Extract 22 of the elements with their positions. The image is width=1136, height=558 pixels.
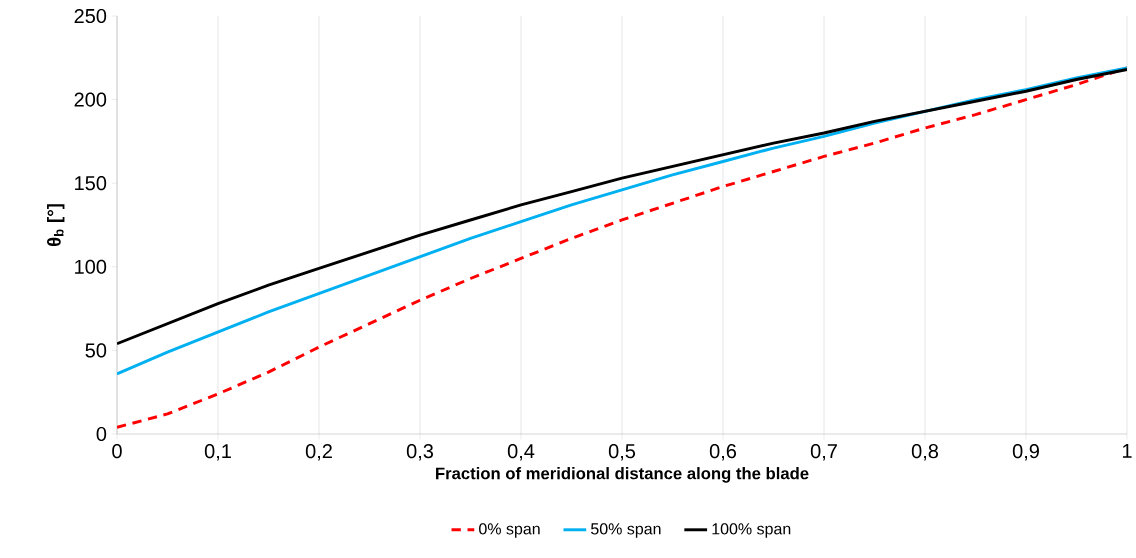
x-axis-title: Fraction of meridional distance along the blade <box>436 467 809 483</box>
x-tick-label: 0,3 <box>406 444 434 461</box>
x-tick-label: 0,2 <box>305 444 332 461</box>
x-tick-label: 0,1 <box>204 444 231 461</box>
y-tick-label: 50 <box>85 343 107 358</box>
legend-label: 100% span <box>712 523 791 538</box>
x-tick-label: 0,8 <box>911 444 939 461</box>
y-tick-label: 150 <box>75 176 107 191</box>
x-tick-label: 0 <box>112 444 122 459</box>
y-tick-label: 250 <box>74 8 107 24</box>
x-tick-label: 0,4 <box>507 444 535 461</box>
x-tick-label: 0,7 <box>810 444 837 461</box>
y-tick-label: 0 <box>96 426 107 442</box>
y-tick-label: 200 <box>74 92 107 107</box>
y-axis-title: θ$_{b}$ [°] <box>47 204 65 247</box>
x-tick-label: 0,9 <box>1012 444 1039 461</box>
y-tick-label: 100 <box>75 259 107 274</box>
legend-label: 50% span <box>591 523 661 538</box>
x-tick-label: 0,5 <box>608 444 636 461</box>
x-tick-label: 1 <box>1122 444 1132 458</box>
legend-label: 0% span <box>479 523 540 538</box>
x-tick-label: 0,6 <box>709 444 737 461</box>
